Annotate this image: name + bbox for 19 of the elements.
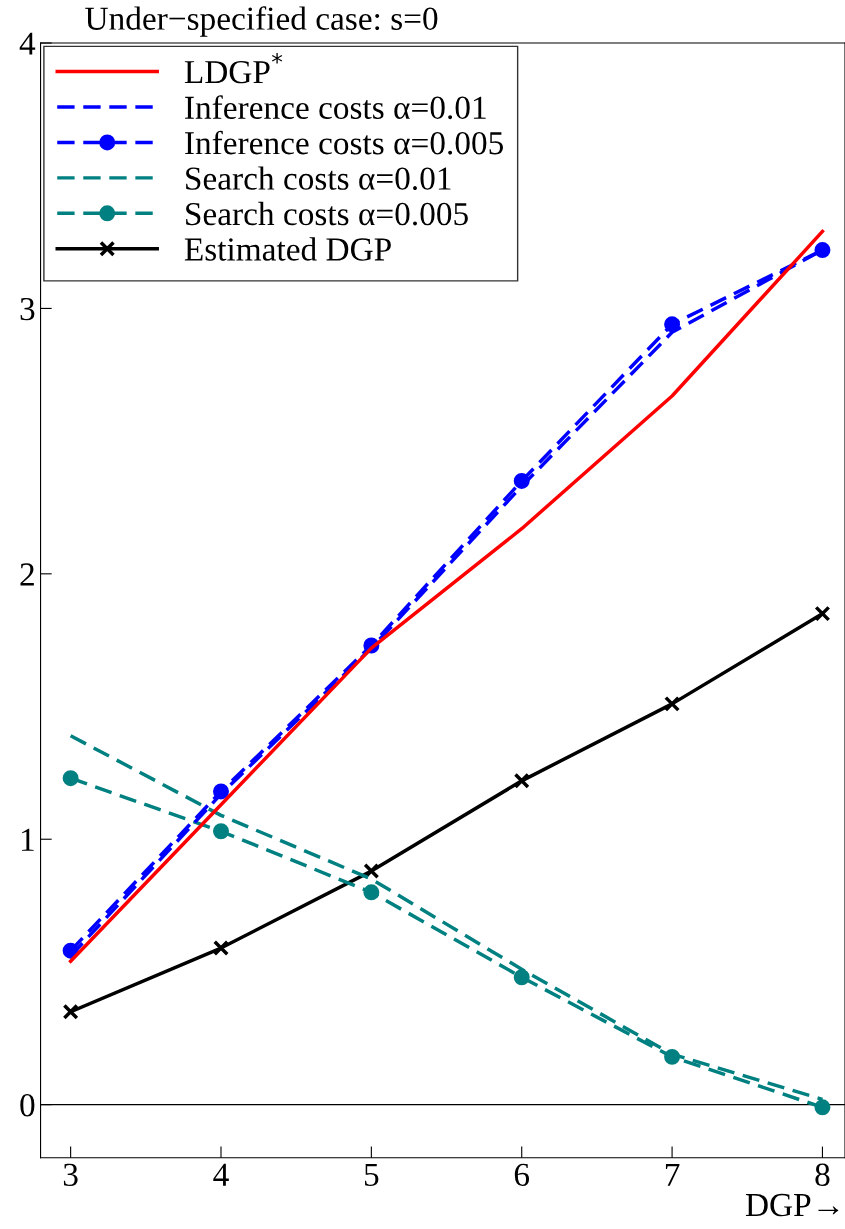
x-tick-label: 4	[213, 1163, 229, 1186]
x-tick-label: 8	[815, 1163, 830, 1187]
chart-title: Under−specified case: s=0	[85, 6, 438, 37]
x-tick-label: 7	[665, 1163, 680, 1186]
x-axis-title: DGP→	[745, 1193, 839, 1217]
x-tick-label: 5	[364, 1163, 379, 1187]
x-tick-label: 6	[514, 1163, 530, 1187]
legend-label: LDGP$^{*}$	[184, 52, 283, 84]
y-tick-label: 0	[20, 1094, 35, 1117]
y-tick-label: 1	[21, 828, 34, 851]
y-tick-label: 3	[20, 297, 35, 321]
legend-label: Search costs α=0.01	[186, 166, 451, 191]
x-tick-label: 3	[63, 1163, 78, 1187]
legend-label: Inference costs α=0.005	[185, 130, 503, 155]
y-tick-label: 4	[19, 32, 36, 55]
y-tick-label: 2	[20, 563, 34, 586]
legend-label: Inference costs α=0.01	[185, 95, 486, 120]
legend-label: Search costs α=0.005	[186, 201, 468, 226]
legend-label: Estimated DGP	[184, 237, 391, 261]
